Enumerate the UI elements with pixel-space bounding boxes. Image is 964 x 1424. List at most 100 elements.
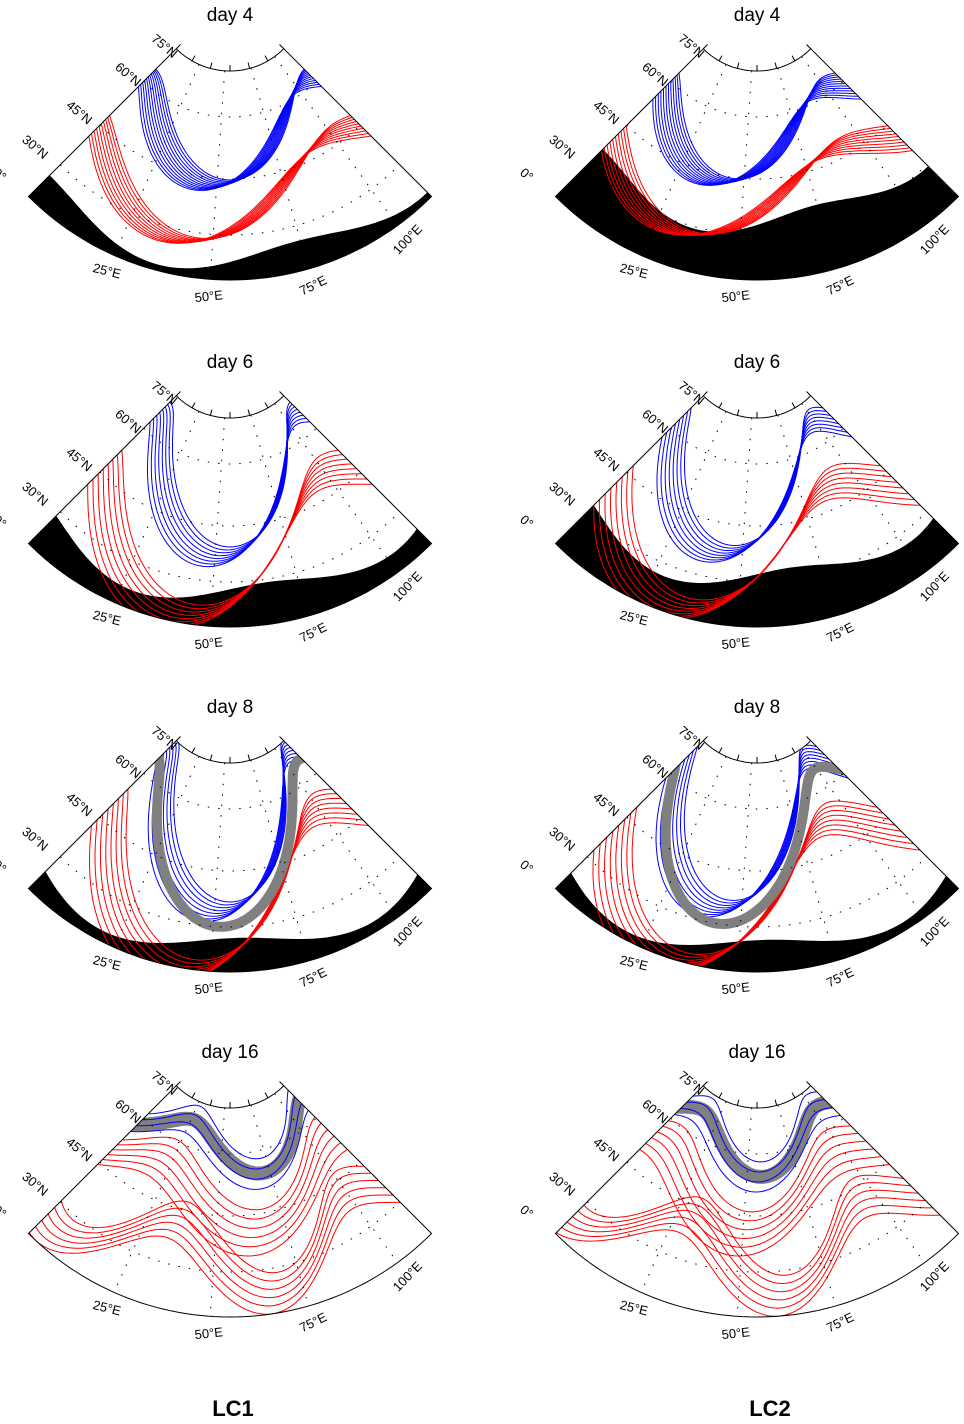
latitude-circle xyxy=(143,1117,317,1155)
tick xyxy=(209,62,213,69)
contour xyxy=(147,410,327,568)
tick xyxy=(806,44,812,50)
longitude-label: 25°E xyxy=(618,952,649,973)
contour xyxy=(96,106,379,242)
panel-title: day 4 xyxy=(207,5,254,26)
latitude-label: 45°N xyxy=(590,1134,622,1164)
contour xyxy=(43,1179,407,1290)
latitude-circle xyxy=(143,80,317,118)
tick xyxy=(264,55,269,62)
contour xyxy=(618,111,915,236)
contour xyxy=(114,438,364,610)
contour xyxy=(555,1209,959,1317)
contour xyxy=(607,120,928,236)
tick xyxy=(791,55,796,62)
latitude-label: 30°N xyxy=(546,1169,578,1199)
latitude-circle xyxy=(670,772,844,810)
latitude-label: 30°N xyxy=(19,479,51,509)
latitude-label: 45°N xyxy=(63,789,95,819)
tick xyxy=(774,409,778,416)
contour xyxy=(575,1174,932,1276)
meridian xyxy=(274,56,398,226)
contour xyxy=(139,70,333,190)
contour xyxy=(94,108,382,243)
tick xyxy=(736,62,740,69)
latitude-label: 60°N xyxy=(639,751,671,781)
contour xyxy=(90,111,388,244)
latitude-label: 45°N xyxy=(590,97,622,127)
contour xyxy=(592,819,953,972)
longitude-label: 100°E xyxy=(917,1258,953,1294)
latitude-label: 75°N xyxy=(676,723,708,753)
contour xyxy=(636,1132,894,1240)
latitude-label: 30°N xyxy=(546,132,578,162)
contour xyxy=(598,814,946,971)
tick xyxy=(264,747,269,754)
tick xyxy=(279,1081,285,1087)
latitude-label: 75°N xyxy=(676,1068,708,1098)
contour xyxy=(669,68,860,183)
longitude-label: 50°E xyxy=(721,287,751,305)
tick xyxy=(209,1099,213,1106)
contour xyxy=(160,399,302,551)
latitude-circle xyxy=(626,471,888,527)
longitude-label: 25°E xyxy=(618,260,649,281)
sector-outline xyxy=(554,47,960,281)
latitude-label: 60°N xyxy=(639,406,671,436)
contour xyxy=(134,1085,292,1160)
panel-title: day 4 xyxy=(734,5,781,26)
contour xyxy=(136,73,338,191)
tick xyxy=(774,754,778,761)
contour xyxy=(680,399,844,549)
latitude-circle xyxy=(99,816,361,872)
panel-title: day 6 xyxy=(207,352,253,373)
contour xyxy=(672,65,854,181)
latitude-label: 30°N xyxy=(19,1169,51,1199)
latitude-label: 60°N xyxy=(112,406,144,436)
longitude-label: 50°E xyxy=(194,287,224,305)
latitude-label: 0° xyxy=(0,512,9,531)
latitude-circle xyxy=(143,427,317,465)
tick xyxy=(279,391,285,397)
tick xyxy=(191,55,196,62)
contour xyxy=(625,1142,911,1257)
contour xyxy=(593,477,950,620)
contour xyxy=(630,1137,902,1248)
contour xyxy=(604,808,939,969)
contour xyxy=(610,117,925,236)
contour xyxy=(655,79,878,186)
panel-title: day 8 xyxy=(207,697,253,718)
land-mask xyxy=(555,149,959,281)
tick xyxy=(702,44,708,50)
tick xyxy=(791,1092,796,1099)
map-content xyxy=(28,398,432,627)
contour xyxy=(81,1135,355,1248)
sector-outline xyxy=(27,47,433,281)
contour xyxy=(121,1088,309,1181)
latitude-label: 60°N xyxy=(112,1096,144,1126)
tick xyxy=(247,1099,251,1106)
contour xyxy=(560,1189,947,1293)
longitude-label: 75°E xyxy=(824,619,856,645)
contour xyxy=(665,71,866,184)
contour xyxy=(155,404,314,560)
contour xyxy=(673,1098,837,1173)
contour xyxy=(615,113,918,236)
meridian xyxy=(736,762,753,972)
tick xyxy=(806,736,812,742)
contour xyxy=(127,1089,300,1170)
contour xyxy=(601,124,934,236)
longitude-label: 50°E xyxy=(721,1324,751,1342)
longitude-label: 25°E xyxy=(91,1297,122,1318)
contour xyxy=(87,113,391,244)
latitude-label: 60°N xyxy=(639,59,671,89)
contour xyxy=(667,1105,846,1183)
contour xyxy=(679,1091,828,1163)
contour xyxy=(114,1102,316,1190)
land-mask xyxy=(28,175,432,281)
contour xyxy=(98,1116,332,1220)
